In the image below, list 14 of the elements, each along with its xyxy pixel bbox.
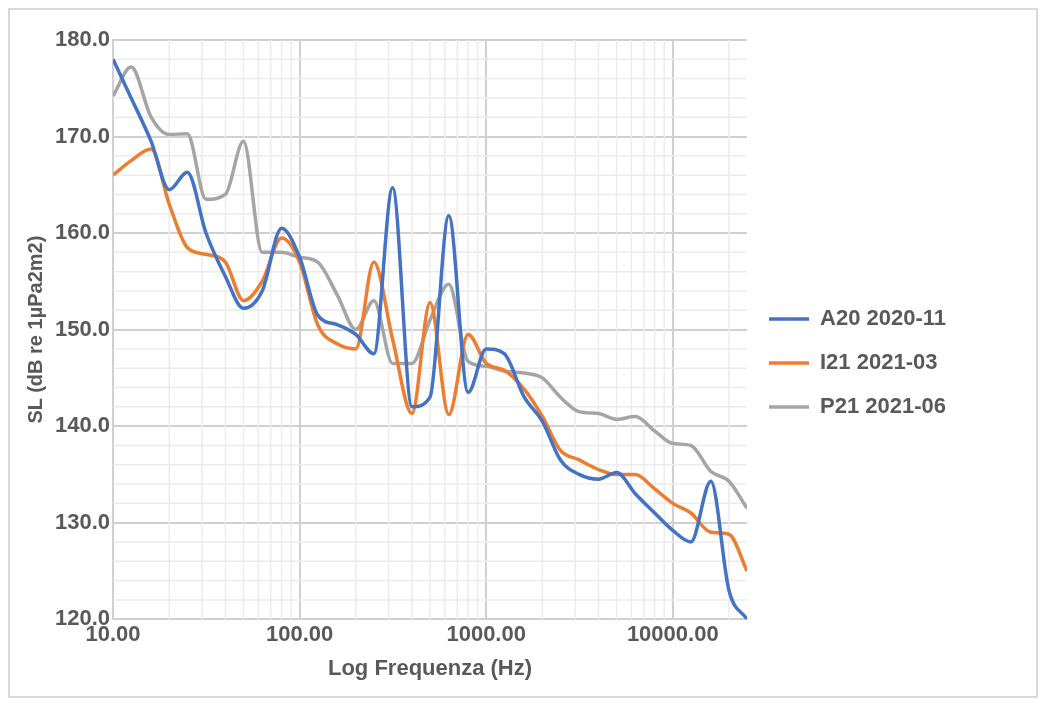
x-axis-title: Log Frequenza (Hz): [327, 654, 533, 680]
y-tick-label: 180.0: [54, 26, 111, 52]
x-tick-label: 100.00: [265, 621, 334, 647]
x-tick-label: 1000.00: [446, 621, 526, 647]
legend-label: P21 2021-06: [820, 393, 946, 419]
y-tick-label: 150.0: [54, 315, 111, 341]
y-tick-label: 130.0: [54, 508, 111, 534]
y-tick-label: 160.0: [54, 219, 111, 245]
y-tick-label: 170.0: [54, 122, 111, 148]
legend-label: I21 2021-03: [820, 349, 938, 375]
x-tick-label: 10000.00: [626, 621, 719, 647]
y-tick-label: 140.0: [54, 412, 111, 438]
legend-label: A20 2020-11: [820, 305, 946, 331]
y-axis-title: SL (dB re 1µPa2m2): [23, 235, 46, 424]
